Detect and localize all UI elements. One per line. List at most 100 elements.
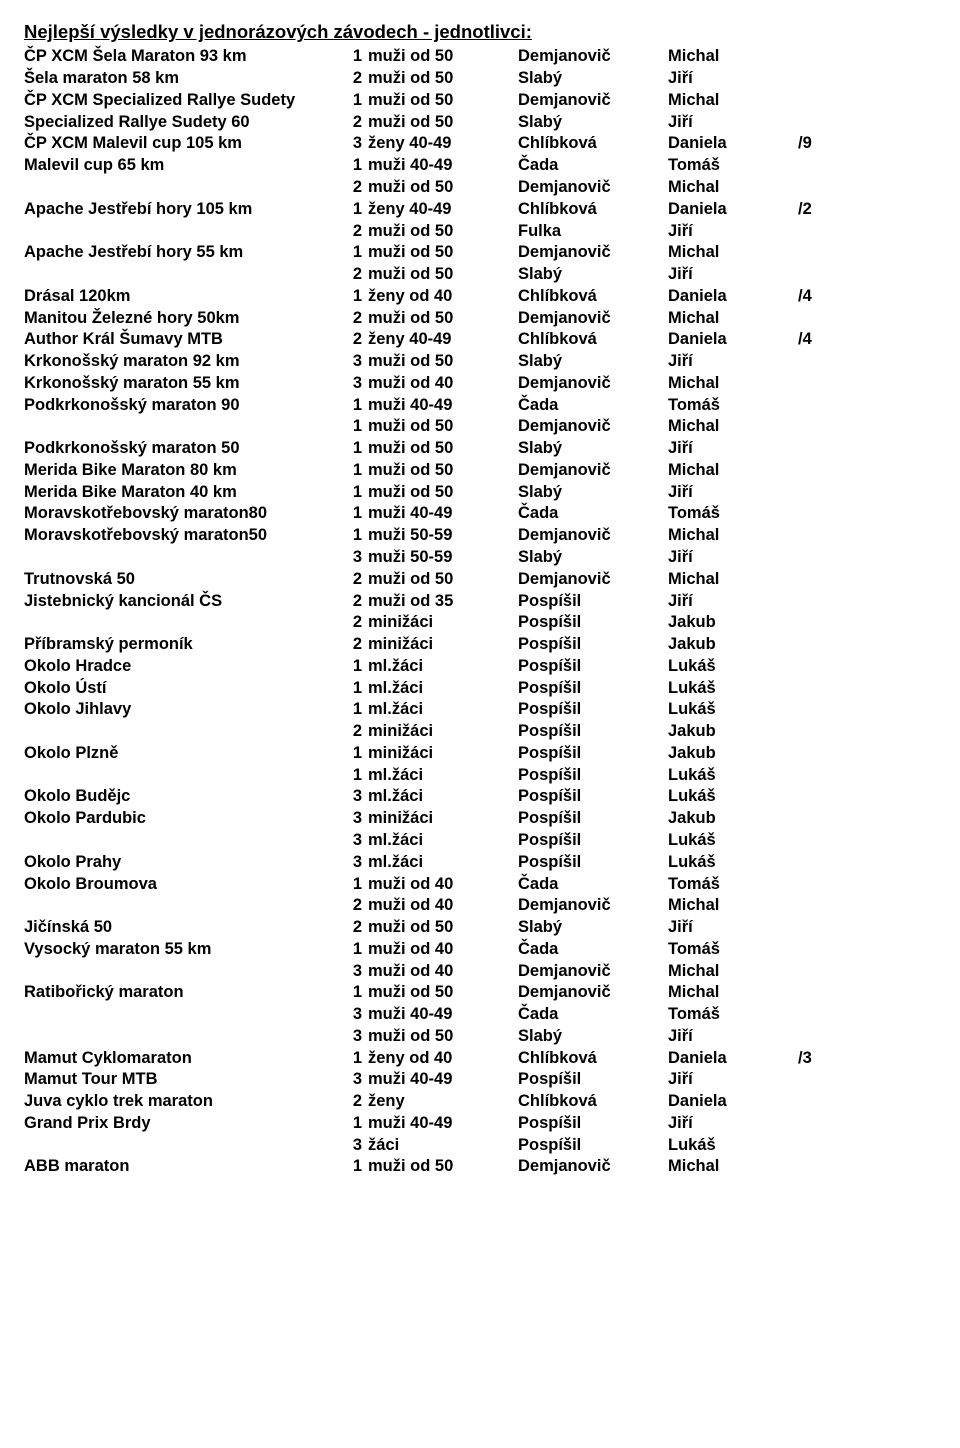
race-name	[24, 264, 332, 286]
category: muži od 50	[368, 112, 518, 134]
rank-number: 3	[332, 547, 368, 569]
race-name: Author Král Šumavy MTB	[24, 329, 332, 351]
category: muži od 50	[368, 438, 518, 460]
result-row: 2muži od 50SlabýJiří	[24, 264, 936, 286]
note	[798, 721, 838, 743]
rank-number: 3	[332, 786, 368, 808]
result-row: 3ml.žáciPospíšilLukáš	[24, 830, 936, 852]
result-row: Merida Bike Maraton 80 km1muži od 50Demj…	[24, 460, 936, 482]
result-row: 3muži od 40DemjanovičMichal	[24, 961, 936, 983]
race-name: Mamut Cyklomaraton	[24, 1048, 332, 1070]
race-name: Grand Prix Brdy	[24, 1113, 332, 1135]
note	[798, 808, 838, 830]
race-name	[24, 721, 332, 743]
note	[798, 765, 838, 787]
rank-number: 1	[332, 743, 368, 765]
rank-number: 1	[332, 765, 368, 787]
category: ml.žáci	[368, 786, 518, 808]
last-name: Čada	[518, 155, 668, 177]
category: ženy od 40	[368, 1048, 518, 1070]
note	[798, 525, 838, 547]
category: muži od 50	[368, 982, 518, 1004]
last-name: Fulka	[518, 221, 668, 243]
rank-number: 1	[332, 656, 368, 678]
race-name: Ratibořický maraton	[24, 982, 332, 1004]
last-name: Pospíšil	[518, 743, 668, 765]
race-name	[24, 961, 332, 983]
last-name: Demjanovič	[518, 569, 668, 591]
note	[798, 416, 838, 438]
first-name: Tomáš	[668, 939, 798, 961]
last-name: Pospíšil	[518, 656, 668, 678]
last-name: Čada	[518, 939, 668, 961]
first-name: Michal	[668, 373, 798, 395]
category: muži od 40	[368, 961, 518, 983]
result-row: ČP XCM Šela Maraton 93 km1muži od 50Demj…	[24, 46, 936, 68]
result-row: Apache Jestřebí hory 105 km1ženy 40-49Ch…	[24, 199, 936, 221]
first-name: Michal	[668, 460, 798, 482]
category: ženy	[368, 1091, 518, 1113]
note	[798, 874, 838, 896]
note	[798, 68, 838, 90]
rank-number: 3	[332, 1026, 368, 1048]
result-row: Okolo Plzně1minižáciPospíšilJakub	[24, 743, 936, 765]
note: /2	[798, 199, 838, 221]
category: muži od 50	[368, 242, 518, 264]
result-row: Okolo Pardubic3minižáciPospíšilJakub	[24, 808, 936, 830]
rank-number: 1	[332, 503, 368, 525]
last-name: Pospíšil	[518, 721, 668, 743]
note	[798, 351, 838, 373]
last-name: Pospíšil	[518, 1113, 668, 1135]
category: muži od 50	[368, 351, 518, 373]
category: muži 40-49	[368, 1113, 518, 1135]
last-name: Demjanovič	[518, 177, 668, 199]
rank-number: 2	[332, 895, 368, 917]
first-name: Jiří	[668, 264, 798, 286]
result-row: Podkrkonošský maraton 501muži od 50Slabý…	[24, 438, 936, 460]
rank-number: 1	[332, 982, 368, 1004]
rank-number: 1	[332, 460, 368, 482]
note	[798, 264, 838, 286]
first-name: Jiří	[668, 917, 798, 939]
rank-number: 2	[332, 612, 368, 634]
last-name: Slabý	[518, 264, 668, 286]
category: muži 40-49	[368, 1004, 518, 1026]
rank-number: 3	[332, 133, 368, 155]
result-row: 2muži od 50DemjanovičMichal	[24, 177, 936, 199]
rank-number: 1	[332, 416, 368, 438]
note	[798, 242, 838, 264]
rank-number: 1	[332, 525, 368, 547]
category: muži od 50	[368, 416, 518, 438]
last-name: Pospíšil	[518, 591, 668, 613]
race-name: Merida Bike Maraton 80 km	[24, 460, 332, 482]
last-name: Pospíšil	[518, 634, 668, 656]
first-name: Lukáš	[668, 830, 798, 852]
category: žáci	[368, 1135, 518, 1157]
last-name: Demjanovič	[518, 525, 668, 547]
first-name: Daniela	[668, 286, 798, 308]
race-name: Jičínská 50	[24, 917, 332, 939]
note	[798, 1004, 838, 1026]
first-name: Michal	[668, 90, 798, 112]
category: muži 40-49	[368, 1069, 518, 1091]
first-name: Daniela	[668, 1091, 798, 1113]
first-name: Michal	[668, 242, 798, 264]
first-name: Michal	[668, 46, 798, 68]
first-name: Jakub	[668, 612, 798, 634]
rank-number: 1	[332, 1048, 368, 1070]
category: minižáci	[368, 634, 518, 656]
result-row: 1muži od 50DemjanovičMichal	[24, 416, 936, 438]
first-name: Jiří	[668, 112, 798, 134]
first-name: Lukáš	[668, 852, 798, 874]
note	[798, 612, 838, 634]
note	[798, 982, 838, 1004]
race-name: Vysocký maraton 55 km	[24, 939, 332, 961]
race-name	[24, 1135, 332, 1157]
category: muži od 50	[368, 46, 518, 68]
last-name: Demjanovič	[518, 90, 668, 112]
note	[798, 547, 838, 569]
category: ml.žáci	[368, 852, 518, 874]
first-name: Lukáš	[668, 699, 798, 721]
first-name: Jiří	[668, 591, 798, 613]
race-name: Juva cyklo trek maraton	[24, 1091, 332, 1113]
